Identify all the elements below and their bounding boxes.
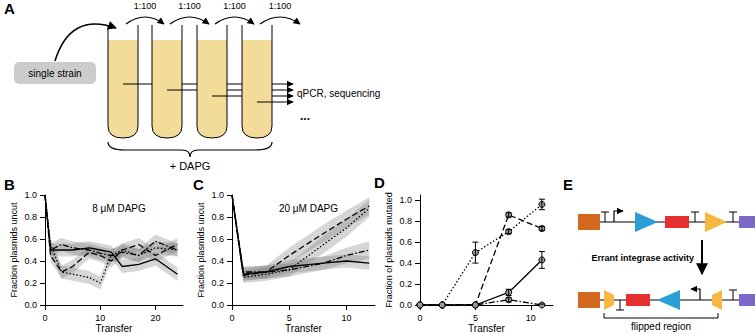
svg-text:Transfer: Transfer <box>468 323 506 334</box>
svg-text:+ DAPG: + DAPG <box>170 160 211 172</box>
svg-text:B: B <box>4 176 15 193</box>
svg-text:1:100: 1:100 <box>134 1 157 11</box>
svg-text:0.4: 0.4 <box>24 256 37 266</box>
svg-text:0.6: 0.6 <box>399 237 412 247</box>
svg-text:0: 0 <box>417 313 422 323</box>
svg-text:Fraction plasmids uncut: Fraction plasmids uncut <box>196 202 206 298</box>
svg-text:0.4: 0.4 <box>399 258 412 268</box>
svg-text:1:100: 1:100 <box>269 1 292 11</box>
svg-text:0.2: 0.2 <box>211 278 224 288</box>
svg-text:20 μM DAPG: 20 μM DAPG <box>279 203 338 214</box>
svg-text:20: 20 <box>150 313 160 323</box>
svg-text:0.6: 0.6 <box>24 234 37 244</box>
svg-text:1.0: 1.0 <box>211 190 224 200</box>
svg-text:0: 0 <box>42 313 47 323</box>
svg-text:1.0: 1.0 <box>24 190 37 200</box>
svg-text:qPCR, sequencing: qPCR, sequencing <box>297 88 380 99</box>
svg-text:Fraction of plasmids mutated: Fraction of plasmids mutated <box>384 192 394 308</box>
svg-text:0: 0 <box>229 313 234 323</box>
svg-text:D: D <box>374 174 385 191</box>
svg-text:1.0: 1.0 <box>399 195 412 205</box>
svg-text:0.0: 0.0 <box>24 300 37 310</box>
svg-text:10: 10 <box>95 313 105 323</box>
svg-text:Fraction plasmids uncut: Fraction plasmids uncut <box>9 202 19 298</box>
svg-text:1:100: 1:100 <box>178 1 201 11</box>
svg-text:0.8: 0.8 <box>211 212 224 222</box>
svg-text:flipped region: flipped region <box>631 321 691 332</box>
svg-text:0.2: 0.2 <box>24 278 37 288</box>
svg-text:0.8: 0.8 <box>399 216 412 226</box>
svg-text:10: 10 <box>341 313 351 323</box>
svg-text:C: C <box>193 176 204 193</box>
svg-text:Transfer: Transfer <box>285 323 323 334</box>
svg-text:5: 5 <box>287 313 292 323</box>
svg-text:0.8: 0.8 <box>24 212 37 222</box>
svg-text:0.2: 0.2 <box>399 279 412 289</box>
svg-text:5: 5 <box>473 313 478 323</box>
svg-text:...: ... <box>300 109 310 123</box>
svg-text:10: 10 <box>526 313 536 323</box>
svg-text:1:100: 1:100 <box>223 1 246 11</box>
svg-text:E: E <box>563 176 573 193</box>
svg-text:Errant integrase activity: Errant integrase activity <box>591 253 694 263</box>
svg-text:single strain: single strain <box>28 68 81 79</box>
svg-text:8 μM DAPG: 8 μM DAPG <box>92 203 146 214</box>
svg-text:0.0: 0.0 <box>211 300 224 310</box>
svg-text:Transfer: Transfer <box>96 323 134 334</box>
svg-text:A: A <box>4 0 15 17</box>
svg-text:0.0: 0.0 <box>399 300 412 310</box>
svg-text:0.4: 0.4 <box>211 256 224 266</box>
svg-text:0.6: 0.6 <box>211 234 224 244</box>
